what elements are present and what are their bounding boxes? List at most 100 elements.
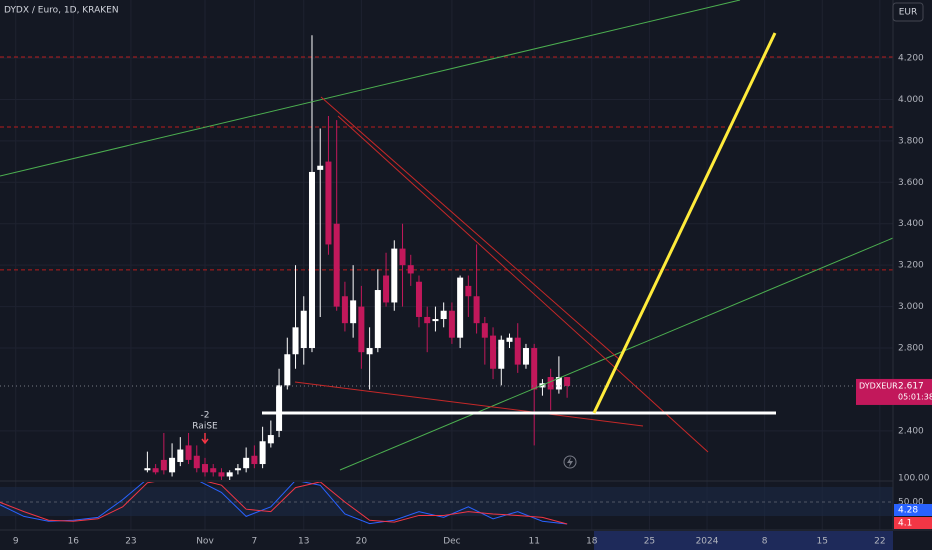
y-tick-label: 3.400 (898, 219, 924, 229)
price-tag (856, 378, 932, 405)
candle-body (160, 459, 167, 471)
candle-body (243, 457, 250, 469)
candle-body (276, 385, 283, 431)
candle-body (210, 468, 217, 473)
candle-body (350, 300, 357, 324)
currency-button[interactable] (892, 2, 924, 22)
candle-body (383, 275, 390, 303)
candle-body (193, 455, 200, 469)
osc-tick-label: 100.00 (898, 474, 930, 484)
osc-value-tag (894, 517, 932, 529)
candle-body (300, 310, 307, 349)
x-tick-label: 9 (13, 537, 19, 547)
x-tick-label: 13 (298, 537, 309, 547)
lightning-glyph (567, 457, 573, 467)
candle-body (317, 165, 324, 170)
candle-body (333, 223, 340, 307)
candle-body (399, 248, 406, 266)
candle-body (407, 265, 414, 274)
trend-line (294, 381, 644, 427)
candle-body (555, 377, 562, 390)
candle-body (481, 323, 488, 338)
candle-body (308, 171, 315, 349)
oscillator-pane (0, 482, 893, 525)
candle-body (169, 457, 176, 473)
x-tick-label: Dec (443, 537, 460, 547)
candle-body (522, 348, 529, 365)
x-tick-label: 16 (68, 537, 80, 547)
osc-value-label: 4.1 (898, 519, 912, 529)
candle-body (432, 319, 439, 322)
candle-body (531, 348, 538, 390)
candle-body (185, 445, 192, 460)
candle-body (292, 327, 299, 355)
candle-body (325, 161, 332, 245)
osc-tick-label: 50.00 (898, 498, 924, 508)
osc-line (0, 482, 568, 525)
candle-body (547, 377, 554, 390)
osc-value-tag (894, 504, 932, 516)
trend-line (339, 237, 893, 471)
x-tick-label: 2024 (696, 537, 719, 547)
x-tick-label: 20 (356, 537, 368, 547)
x-tick-label: 15 (817, 537, 828, 547)
candle-body (490, 335, 497, 369)
trend-line (320, 96, 621, 361)
candle-body (202, 464, 208, 473)
candle-body (341, 296, 348, 324)
future-range (594, 531, 893, 550)
y-tick-label: 2.800 (898, 344, 924, 354)
countdown-label: 05:01:38 (898, 392, 932, 401)
currency: EUR (899, 8, 918, 18)
axes: 2.400 2.800 3.000 3.200 3.400 3.600 3.800 4.000… (13, 54, 932, 547)
x-tick-label: 8 (762, 537, 768, 547)
candle-body (473, 296, 480, 324)
candle-body (218, 472, 225, 477)
x-tick-label: 11 (528, 537, 539, 547)
projection-line (592, 32, 777, 414)
annotation-arrow (201, 433, 209, 445)
y-tick-label: 4.000 (898, 95, 924, 105)
annotation-text: RaiSE (192, 422, 218, 432)
candle-body (284, 354, 291, 386)
candle-body (506, 337, 513, 342)
y-tick-label: 2.400 (898, 426, 924, 436)
x-tick-label: Nov (196, 537, 214, 547)
candle-body (564, 377, 571, 386)
candle-body (514, 337, 521, 365)
osc-value-label: 4.28 (898, 506, 918, 516)
y-tick-label: 3.800 (898, 136, 924, 146)
x-tick-label: 7 (252, 537, 258, 547)
annotation-value: -2 (201, 411, 210, 421)
candle-body (358, 306, 365, 353)
candle-body (234, 468, 241, 471)
trend-line (337, 115, 709, 453)
symbol-label: DYDXEUR (859, 381, 898, 390)
candle-body (366, 348, 373, 355)
x-tick-label: 23 (125, 537, 136, 547)
candle-body (144, 468, 151, 471)
candle-body (226, 472, 233, 477)
candle-body (415, 281, 422, 317)
lightning-icon[interactable] (563, 455, 577, 469)
y-tick-label: 4.200 (898, 54, 924, 64)
grid (0, 0, 893, 530)
y-tick-label: 3.000 (898, 302, 924, 312)
chart-title: DYDX / Euro, 1D, KRAKEN (4, 6, 119, 16)
y-tick-label: 3.200 (898, 261, 924, 271)
x-tick-label: 18 (586, 537, 598, 547)
candle-body (465, 285, 472, 297)
candle-body (251, 455, 258, 465)
candle-body (177, 449, 184, 462)
candle-body (152, 468, 159, 473)
candle-body (440, 310, 447, 320)
candle-body (448, 310, 455, 338)
candle-body (374, 290, 381, 349)
trend-line (0, 0, 741, 177)
candle-body (424, 316, 431, 324)
x-tick-label: 22 (874, 537, 885, 547)
